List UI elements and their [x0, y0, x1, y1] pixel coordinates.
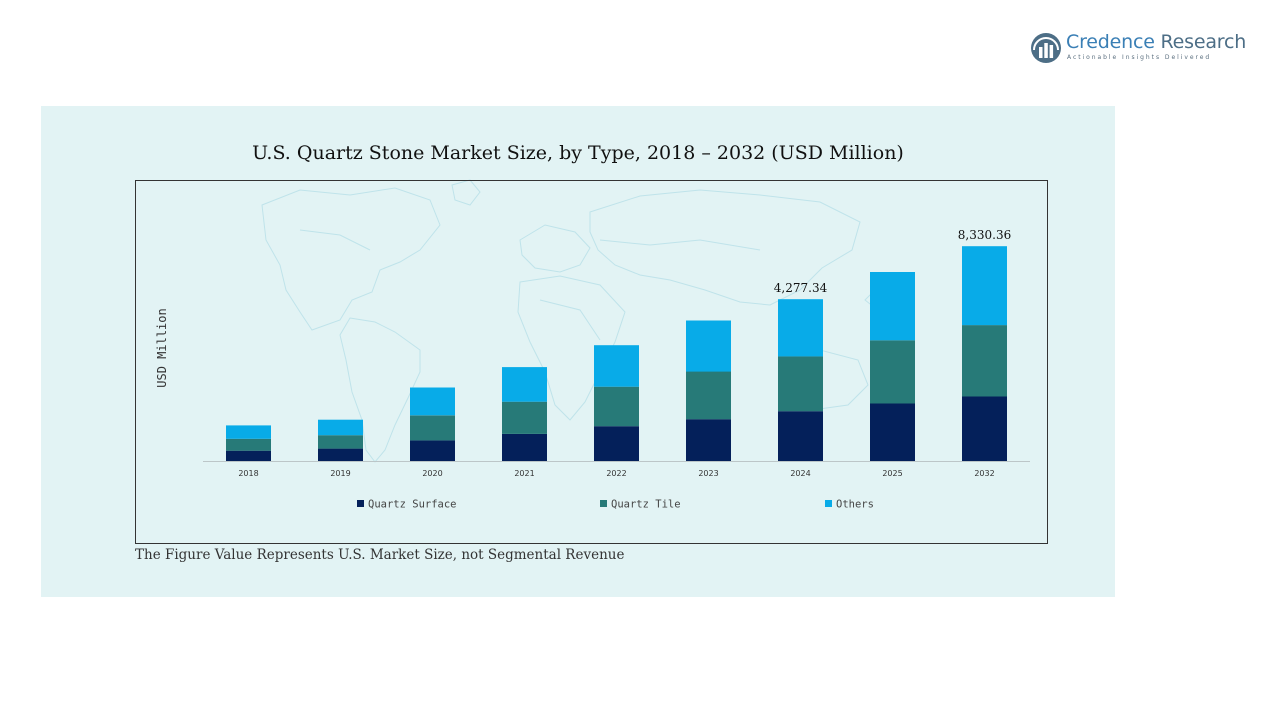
- x-tick-labels: 2018 2019 2020 2021 2022 2023 2024 2025 2032: [238, 469, 994, 478]
- bar-chart-circle-icon: [1031, 33, 1061, 63]
- data-labels: 4,277.34 8,330.36: [774, 228, 1011, 295]
- x-tick-label-2021: 2021: [514, 469, 534, 478]
- bar-2032-series-0: [962, 396, 1007, 461]
- x-tick-label-2022: 2022: [606, 469, 626, 478]
- bar-2023-series-2: [686, 320, 731, 372]
- chart-title: U.S. Quartz Stone Market Size, by Type, …: [252, 142, 904, 164]
- bar-2018-series-0: [226, 450, 271, 461]
- y-axis-label: USD Million: [155, 308, 169, 387]
- bar-2020-series-1: [410, 415, 455, 441]
- bar-2025-series-2: [870, 272, 915, 341]
- bars: [226, 246, 1007, 461]
- x-tick-label-2023: 2023: [698, 469, 718, 478]
- bar-2018-series-2: [226, 425, 271, 439]
- legend-label-2: Others: [836, 499, 874, 511]
- bar-2024-series-1: [778, 356, 823, 412]
- x-tick-label-2020: 2020: [422, 469, 442, 478]
- brand-name: Credence Research: [1066, 31, 1247, 53]
- legend-swatch-2: [825, 500, 832, 507]
- bar-2025-series-1: [870, 340, 915, 404]
- bar-2020-series-0: [410, 440, 455, 461]
- bar-2018-series-1: [226, 438, 271, 451]
- bar-2025-series-0: [870, 403, 915, 461]
- plot-area-frame: [135, 180, 1048, 544]
- x-tick-label-2024: 2024: [790, 469, 810, 478]
- bar-2021-series-1: [502, 401, 547, 434]
- legend: Quartz Surface Quartz Tile Others: [357, 499, 874, 511]
- data-label-2024: 4,277.34: [774, 281, 828, 295]
- credence-research-logo: Credence Research Actionable Insights De…: [1030, 30, 1246, 66]
- x-tick-label-2019: 2019: [330, 469, 350, 478]
- x-tick-label-2032: 2032: [974, 469, 994, 478]
- bar-2022-series-1: [594, 386, 639, 427]
- bar-2023-series-0: [686, 419, 731, 461]
- bar-2032-series-1: [962, 325, 1007, 397]
- x-tick-label-2018: 2018: [238, 469, 258, 478]
- bar-2023-series-1: [686, 371, 731, 420]
- bar-2021-series-0: [502, 433, 547, 461]
- legend-swatch-0: [357, 500, 364, 507]
- legend-swatch-1: [600, 500, 607, 507]
- bar-2022-series-0: [594, 426, 639, 461]
- bar-2032-series-2: [962, 246, 1007, 326]
- bar-2021-series-2: [502, 367, 547, 402]
- bar-2024-series-0: [778, 411, 823, 461]
- brand-tagline: Actionable Insights Delivered: [1067, 54, 1212, 61]
- bar-2024-series-2: [778, 299, 823, 357]
- chart-panel: [41, 106, 1115, 597]
- bar-2019-series-0: [318, 448, 363, 461]
- bar-2022-series-2: [594, 345, 639, 387]
- x-tick-label-2025: 2025: [882, 469, 902, 478]
- footnote: The Figure Value Represents U.S. Market …: [135, 547, 625, 563]
- bar-2020-series-2: [410, 387, 455, 416]
- legend-label-1: Quartz Tile: [611, 499, 681, 511]
- legend-label-0: Quartz Surface: [368, 499, 457, 511]
- bar-2019-series-1: [318, 435, 363, 449]
- bar-2019-series-2: [318, 419, 363, 436]
- data-label-2032: 8,330.36: [958, 228, 1011, 242]
